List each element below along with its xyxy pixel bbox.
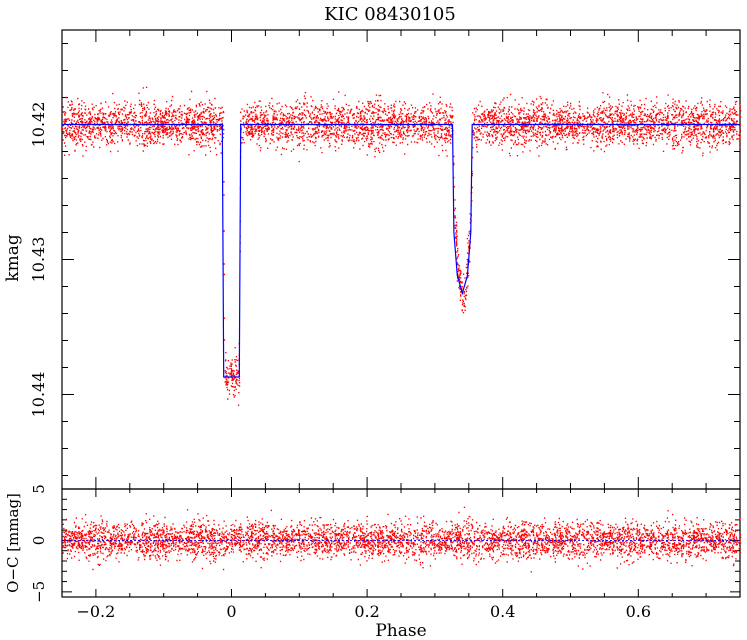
- chart-title: KIC 08430105: [324, 4, 456, 25]
- y-tick-label: 0: [30, 536, 48, 546]
- x-tick-label: −0.2: [76, 602, 115, 621]
- y-tick-label: 10.43: [29, 237, 48, 283]
- y-tick-label: 10.44: [29, 372, 48, 418]
- model-curve: [62, 123, 740, 378]
- main-panel-ticks: 10.42 10.43 10.44: [29, 30, 741, 489]
- residual-y-axis-label: O−C [mmag]: [4, 493, 22, 593]
- y-tick-label: 5: [30, 484, 48, 494]
- x-tick-label: 0: [226, 602, 236, 621]
- residual-points: [62, 506, 742, 573]
- x-tick-label: 0.2: [354, 602, 379, 621]
- observed-points: [62, 86, 742, 406]
- residual-panel-data: [62, 506, 742, 573]
- y-tick-label: −5: [30, 581, 48, 603]
- x-tick-label: 0.4: [490, 602, 515, 621]
- main-y-axis-label: kmag: [3, 234, 23, 282]
- x-axis-label: Phase: [375, 621, 426, 640]
- y-tick-label: 10.42: [29, 102, 48, 148]
- x-tick-label: 0.6: [626, 602, 651, 621]
- main-panel-frame: [61, 29, 741, 490]
- main-panel-data: [62, 86, 742, 406]
